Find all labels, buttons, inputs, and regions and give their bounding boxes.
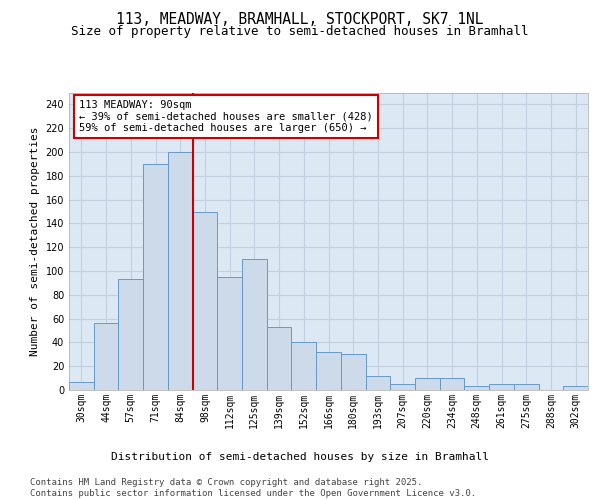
Bar bbox=[563, 386, 588, 390]
Bar bbox=[267, 327, 292, 390]
Bar bbox=[341, 354, 365, 390]
Bar bbox=[316, 352, 341, 390]
Text: Distribution of semi-detached houses by size in Bramhall: Distribution of semi-detached houses by … bbox=[111, 452, 489, 462]
Bar bbox=[217, 277, 242, 390]
Bar bbox=[168, 152, 193, 390]
Bar bbox=[390, 384, 415, 390]
Bar bbox=[365, 376, 390, 390]
Bar bbox=[464, 386, 489, 390]
Text: 113, MEADWAY, BRAMHALL, STOCKPORT, SK7 1NL: 113, MEADWAY, BRAMHALL, STOCKPORT, SK7 1… bbox=[116, 12, 484, 28]
Bar bbox=[242, 259, 267, 390]
Text: 113 MEADWAY: 90sqm
← 39% of semi-detached houses are smaller (428)
59% of semi-d: 113 MEADWAY: 90sqm ← 39% of semi-detache… bbox=[79, 100, 373, 133]
Bar bbox=[440, 378, 464, 390]
Bar bbox=[193, 212, 217, 390]
Text: Contains HM Land Registry data © Crown copyright and database right 2025.
Contai: Contains HM Land Registry data © Crown c… bbox=[30, 478, 476, 498]
Bar bbox=[94, 324, 118, 390]
Bar bbox=[489, 384, 514, 390]
Bar bbox=[143, 164, 168, 390]
Bar bbox=[514, 384, 539, 390]
Bar bbox=[292, 342, 316, 390]
Bar bbox=[69, 382, 94, 390]
Text: Size of property relative to semi-detached houses in Bramhall: Size of property relative to semi-detach… bbox=[71, 25, 529, 38]
Bar bbox=[118, 280, 143, 390]
Y-axis label: Number of semi-detached properties: Number of semi-detached properties bbox=[30, 126, 40, 356]
Bar bbox=[415, 378, 440, 390]
